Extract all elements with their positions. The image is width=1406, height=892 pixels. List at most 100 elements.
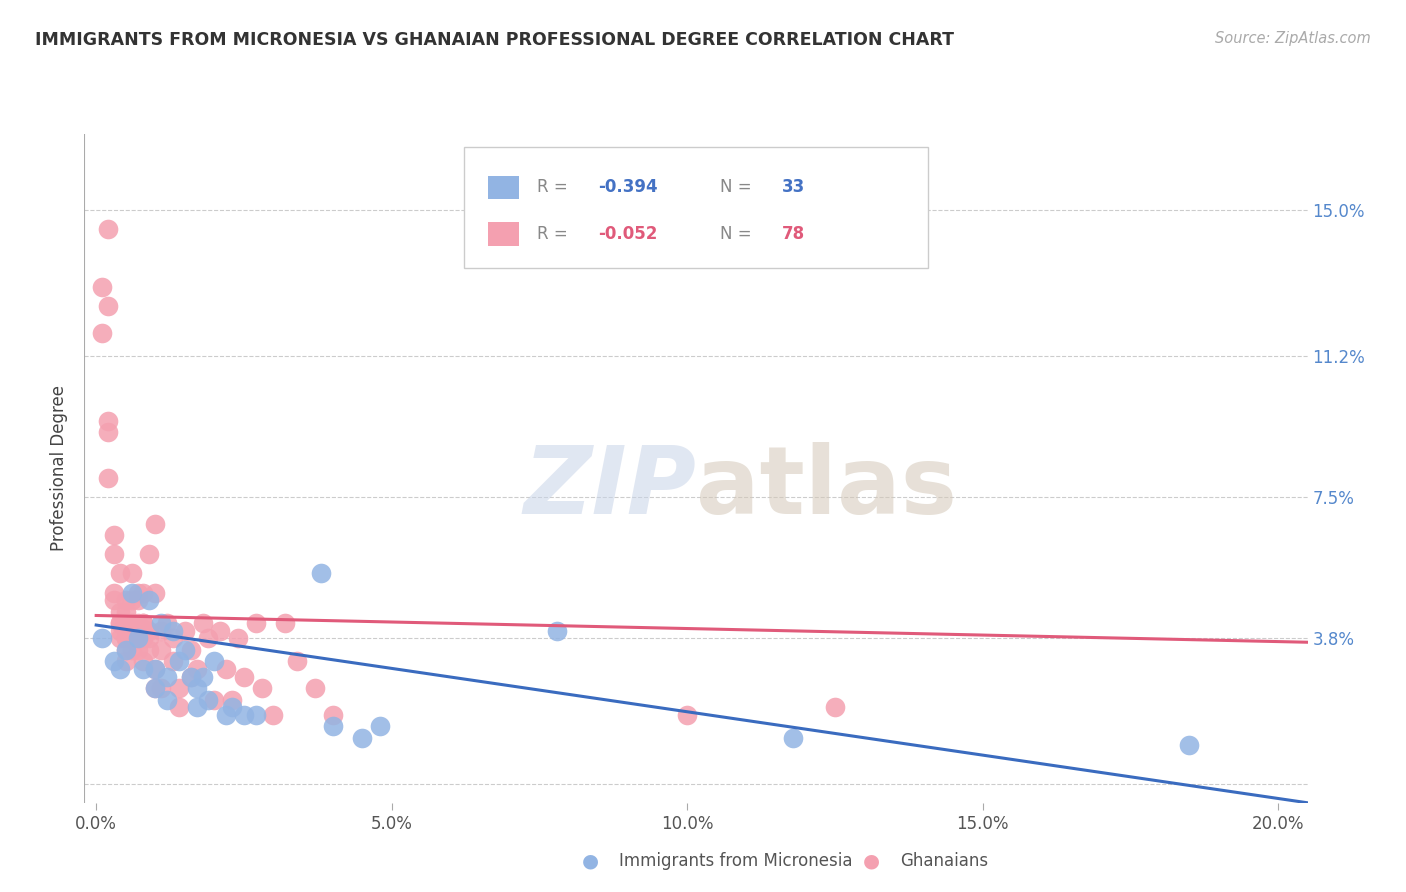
Point	[114, 643, 136, 657]
Point	[322, 707, 344, 722]
Point	[108, 632, 131, 646]
Point	[103, 585, 125, 599]
Text: ZIP: ZIP	[523, 442, 696, 534]
Point	[352, 731, 374, 745]
Point	[121, 566, 143, 581]
Point	[202, 654, 225, 668]
Point	[143, 662, 166, 676]
Point	[143, 662, 166, 676]
Point	[232, 670, 254, 684]
Point	[245, 616, 267, 631]
Text: N =: N =	[720, 225, 758, 244]
Point	[138, 547, 160, 561]
Point	[143, 585, 166, 599]
Text: R =: R =	[537, 178, 574, 196]
Y-axis label: Professional Degree: Professional Degree	[51, 385, 69, 551]
Point	[156, 616, 179, 631]
Point	[309, 566, 332, 581]
Point	[221, 692, 243, 706]
Point	[121, 585, 143, 599]
Point	[114, 654, 136, 668]
Point	[103, 528, 125, 542]
Point	[156, 670, 179, 684]
Point	[127, 585, 149, 599]
Point	[209, 624, 232, 638]
Point	[108, 616, 131, 631]
Point	[127, 632, 149, 646]
Text: IMMIGRANTS FROM MICRONESIA VS GHANAIAN PROFESSIONAL DEGREE CORRELATION CHART: IMMIGRANTS FROM MICRONESIA VS GHANAIAN P…	[35, 31, 955, 49]
Point	[127, 632, 149, 646]
Point	[143, 516, 166, 531]
Point	[108, 616, 131, 631]
Text: N =: N =	[720, 178, 758, 196]
Point	[108, 624, 131, 638]
Text: -0.052: -0.052	[598, 225, 658, 244]
Point	[173, 643, 195, 657]
Text: R =: R =	[537, 225, 574, 244]
Point	[97, 222, 120, 236]
Point	[245, 707, 267, 722]
Point	[167, 681, 190, 695]
Point	[546, 624, 568, 638]
Point	[132, 616, 155, 631]
Point	[150, 681, 173, 695]
Point	[103, 654, 125, 668]
Point	[232, 707, 254, 722]
Text: atlas: atlas	[696, 442, 957, 534]
Point	[197, 632, 219, 646]
Point	[167, 654, 190, 668]
FancyBboxPatch shape	[488, 222, 519, 246]
Point	[676, 707, 699, 722]
Point	[108, 662, 131, 676]
Point	[368, 719, 391, 733]
Point	[138, 624, 160, 638]
Point	[150, 616, 173, 631]
Text: ●: ●	[582, 851, 599, 871]
Point	[215, 707, 238, 722]
Point	[97, 413, 120, 427]
Point	[138, 593, 160, 607]
Point	[132, 585, 155, 599]
Point	[97, 425, 120, 439]
Point	[322, 719, 344, 733]
Text: 33: 33	[782, 178, 804, 196]
Point	[162, 654, 184, 668]
Point	[304, 681, 326, 695]
Point	[114, 616, 136, 631]
Point	[285, 654, 308, 668]
Point	[191, 616, 214, 631]
Point	[274, 616, 297, 631]
Point	[162, 624, 184, 638]
Point	[91, 279, 114, 293]
Point	[114, 643, 136, 657]
Point	[103, 547, 125, 561]
Point	[143, 681, 166, 695]
Point	[114, 605, 136, 619]
Point	[215, 662, 238, 676]
FancyBboxPatch shape	[464, 147, 928, 268]
Point	[186, 700, 208, 714]
Text: Immigrants from Micronesia: Immigrants from Micronesia	[619, 852, 852, 870]
Point	[91, 632, 114, 646]
Point	[121, 616, 143, 631]
Text: Ghanaians: Ghanaians	[900, 852, 988, 870]
Point	[226, 632, 249, 646]
Text: -0.394: -0.394	[598, 178, 658, 196]
Point	[221, 700, 243, 714]
Point	[127, 593, 149, 607]
Text: ●: ●	[863, 851, 880, 871]
Text: Source: ZipAtlas.com: Source: ZipAtlas.com	[1215, 31, 1371, 46]
Point	[132, 654, 155, 668]
Point	[250, 681, 273, 695]
Point	[108, 605, 131, 619]
Point	[180, 670, 202, 684]
Point	[162, 632, 184, 646]
Point	[1178, 739, 1201, 753]
Point	[108, 566, 131, 581]
Point	[156, 692, 179, 706]
Point	[180, 643, 202, 657]
Point	[143, 681, 166, 695]
Point	[127, 616, 149, 631]
Point	[167, 700, 190, 714]
Point	[114, 632, 136, 646]
